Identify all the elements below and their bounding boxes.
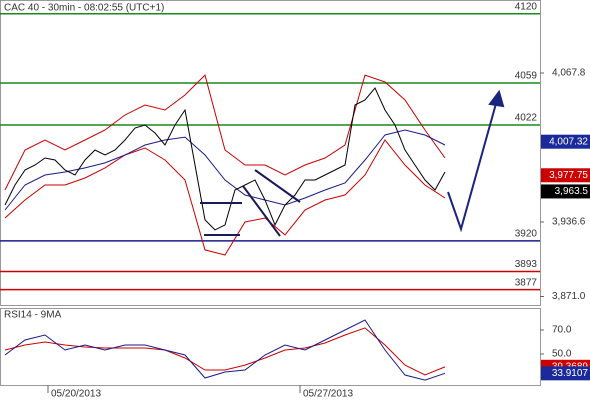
- value-badge-label: 3,963.5: [555, 186, 589, 197]
- y-tick-label: 50.0: [552, 349, 572, 360]
- level-label: 3920: [515, 228, 538, 239]
- value-badge-label: 33.9107: [552, 368, 589, 379]
- price-pane: [0, 0, 541, 306]
- level-label: 3893: [515, 259, 538, 270]
- x-tick-label: 05/27/2013: [303, 389, 353, 400]
- drawn-line: [242, 185, 281, 237]
- x-tick-label: 05/20/2013: [51, 389, 101, 400]
- series-line: [4, 139, 446, 256]
- y-tick-label: 3,936.6: [552, 217, 586, 228]
- level-label: 4120: [515, 1, 538, 12]
- value-badge: [541, 366, 590, 381]
- level-label: 4022: [515, 113, 538, 124]
- drawn-line: [254, 169, 301, 203]
- level-label: 3877: [515, 277, 538, 288]
- y-tick-label: 3,871.0: [552, 291, 586, 302]
- y-tick-label: 70.0: [552, 325, 572, 336]
- value-badge-label: 3,977.75: [549, 170, 588, 181]
- arrow-head: [488, 89, 505, 108]
- series-line: [4, 319, 446, 381]
- series-line: [4, 87, 446, 231]
- value-badge: [541, 184, 590, 199]
- indicator-title: RSI14 - 9MA: [4, 310, 62, 321]
- level-label: 4059: [515, 71, 538, 82]
- value-badge-label: 4,007.32: [549, 136, 588, 147]
- chart-title: CAC 40 - 30min - 08:02:55 (UTC+1): [4, 3, 164, 14]
- value-badge: [541, 168, 590, 183]
- value-badge: [541, 134, 590, 149]
- forecast-arrow: [447, 99, 498, 233]
- y-tick-label: 4,067.8: [552, 68, 586, 79]
- series-line: [4, 74, 446, 191]
- drawings: [200, 89, 505, 237]
